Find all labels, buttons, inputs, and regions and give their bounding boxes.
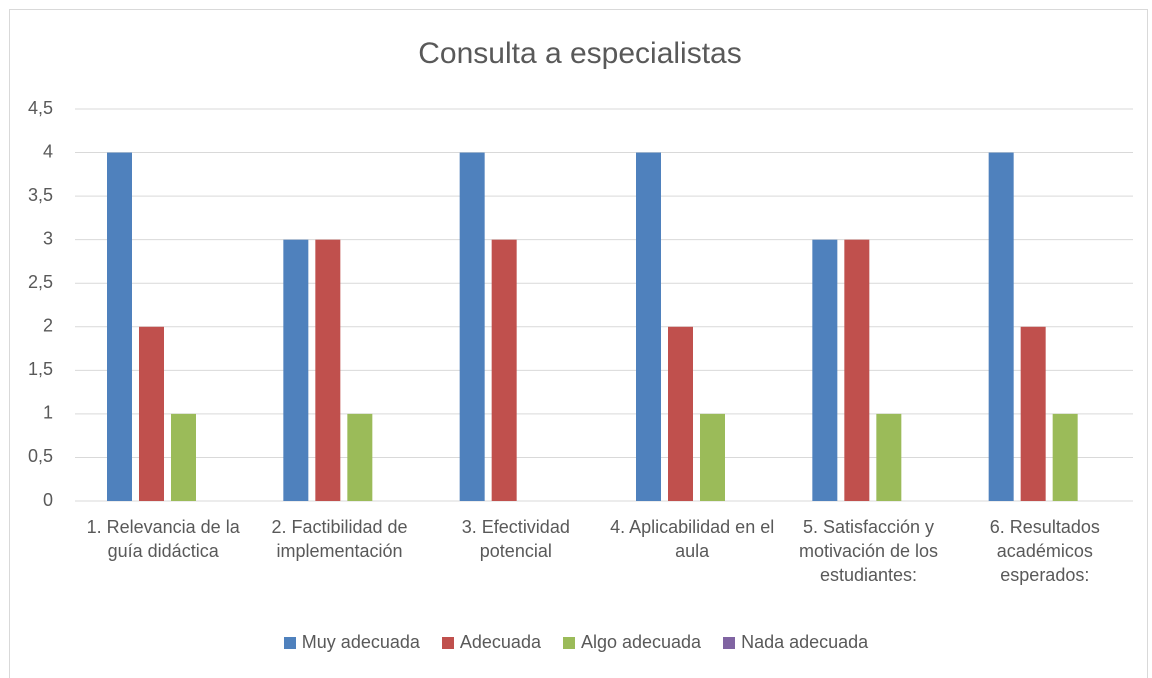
y-tick-label: 3,5 <box>28 185 53 205</box>
y-tick-label: 2,5 <box>28 272 53 292</box>
bar <box>347 413 373 501</box>
bar <box>459 152 485 502</box>
bar <box>139 326 164 501</box>
legend-label: Adecuada <box>459 632 541 652</box>
bar <box>876 413 902 501</box>
y-tick-label: 4,5 <box>28 98 53 118</box>
legend-swatch <box>283 636 296 649</box>
y-tick-label: 2 <box>43 316 53 336</box>
legend-label: Algo adecuada <box>580 632 702 652</box>
bar <box>1052 413 1078 501</box>
bar <box>107 152 132 502</box>
legend-swatch <box>562 636 575 649</box>
bar <box>812 239 838 501</box>
y-tick-label: 3 <box>43 228 53 248</box>
bar <box>844 239 870 501</box>
y-tick-label: 1,5 <box>28 359 53 379</box>
bar <box>283 239 309 501</box>
legend-swatch <box>723 636 736 649</box>
legend-item: Muy adecuada <box>283 632 420 653</box>
x-tick-label: 4. Aplicabilidad en el aula <box>610 517 775 561</box>
bar <box>668 326 693 501</box>
x-tick-label: 6. Resultados académicos esperados: <box>989 517 1100 585</box>
bar <box>491 239 517 501</box>
legend-label: Muy adecuada <box>301 632 420 652</box>
legend-swatch <box>441 636 454 649</box>
x-tick-label: 5. Satisfacción y motivación de los estu… <box>798 517 939 585</box>
legend-item: Algo adecuada <box>562 632 702 653</box>
bar <box>636 152 661 502</box>
bar <box>1020 326 1046 501</box>
bar <box>700 413 725 501</box>
chart-border <box>9 9 1148 678</box>
bar <box>315 239 341 501</box>
legend-item: Nada adecuada <box>723 632 868 653</box>
y-tick-label: 0,5 <box>28 446 53 466</box>
bar <box>988 152 1014 502</box>
x-tick-label: 2. Factibilidad de implementación <box>271 517 408 561</box>
x-tick-label: 3. Efectividad potencial <box>461 517 570 561</box>
x-tick-label: 1. Relevancia de la guía didáctica <box>86 517 240 561</box>
legend-item: Adecuada <box>441 632 541 653</box>
y-tick-label: 1 <box>43 403 53 423</box>
bar <box>171 413 196 501</box>
y-tick-label: 4 <box>43 141 53 161</box>
legend: Muy adecuada Adecuada Algo adecuada Nada ad… <box>0 632 1152 653</box>
legend-label: Nada adecuada <box>741 632 869 652</box>
chart-title: Consulta a especialistas <box>418 37 742 70</box>
y-tick-label: 0 <box>43 490 53 510</box>
